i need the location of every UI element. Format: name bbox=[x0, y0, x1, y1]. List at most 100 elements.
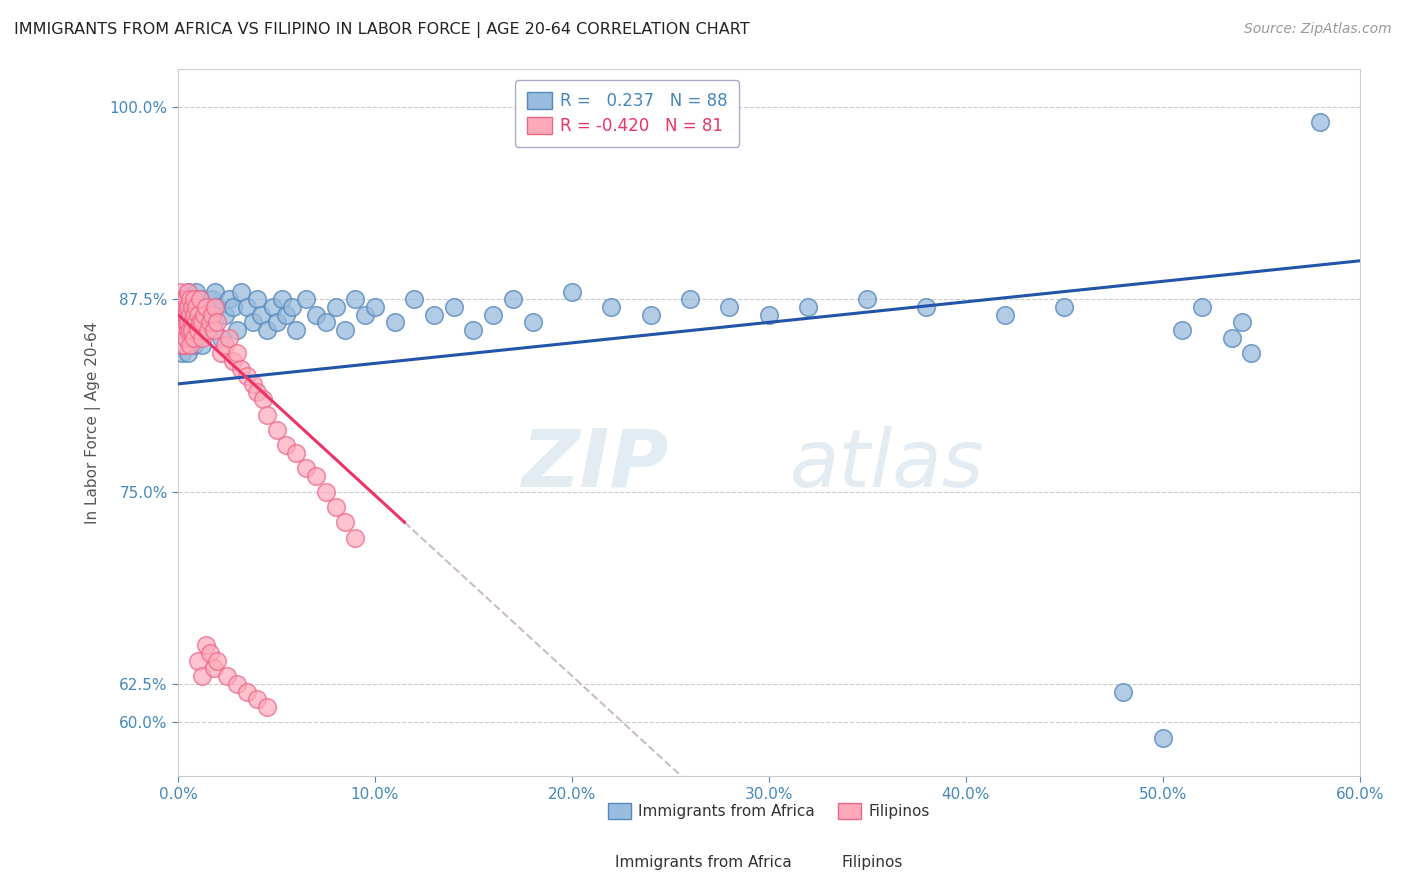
Point bbox=[463, 323, 485, 337]
Point bbox=[169, 300, 191, 314]
Point bbox=[204, 300, 226, 314]
Point bbox=[174, 293, 197, 307]
Point bbox=[242, 315, 264, 329]
Point bbox=[170, 308, 193, 322]
Point bbox=[187, 323, 209, 337]
Point bbox=[190, 331, 212, 345]
Point bbox=[179, 308, 201, 322]
Point bbox=[325, 300, 347, 314]
Point bbox=[173, 323, 195, 337]
Point bbox=[214, 308, 236, 322]
Point bbox=[252, 392, 274, 407]
Point bbox=[198, 315, 221, 329]
Point bbox=[256, 700, 278, 714]
Point bbox=[226, 323, 249, 337]
Point bbox=[1171, 323, 1194, 337]
Point bbox=[173, 300, 195, 314]
Point bbox=[194, 300, 217, 314]
Point bbox=[177, 308, 200, 322]
Point bbox=[183, 293, 205, 307]
Point bbox=[200, 293, 222, 307]
Point bbox=[229, 285, 252, 299]
Point bbox=[344, 293, 367, 307]
Point bbox=[180, 315, 202, 329]
Point bbox=[797, 300, 820, 314]
Point bbox=[173, 293, 195, 307]
Point bbox=[222, 353, 245, 368]
Text: Filipinos: Filipinos bbox=[841, 855, 903, 870]
Point bbox=[174, 293, 197, 307]
Point bbox=[246, 384, 269, 399]
Point bbox=[193, 315, 215, 329]
Point bbox=[226, 346, 249, 360]
Point bbox=[187, 654, 209, 668]
Point bbox=[188, 293, 211, 307]
Point bbox=[856, 293, 879, 307]
Point bbox=[236, 684, 259, 698]
Point bbox=[200, 308, 222, 322]
Point bbox=[246, 293, 269, 307]
Point bbox=[217, 669, 239, 683]
Point bbox=[218, 331, 240, 345]
Point bbox=[758, 308, 780, 322]
Point bbox=[276, 438, 298, 452]
Point bbox=[276, 308, 298, 322]
Text: Source: ZipAtlas.com: Source: ZipAtlas.com bbox=[1244, 22, 1392, 37]
Point bbox=[188, 293, 211, 307]
Legend: Immigrants from Africa, Filipinos: Immigrants from Africa, Filipinos bbox=[602, 797, 936, 825]
Point bbox=[179, 338, 201, 352]
Point bbox=[242, 376, 264, 391]
Point bbox=[443, 300, 465, 314]
Point bbox=[173, 300, 195, 314]
Point bbox=[179, 323, 201, 337]
Point bbox=[502, 293, 524, 307]
Point bbox=[177, 285, 200, 299]
Text: IMMIGRANTS FROM AFRICA VS FILIPINO IN LABOR FORCE | AGE 20-64 CORRELATION CHART: IMMIGRANTS FROM AFRICA VS FILIPINO IN LA… bbox=[14, 22, 749, 38]
Point bbox=[184, 300, 207, 314]
Point bbox=[522, 315, 544, 329]
Point bbox=[180, 300, 202, 314]
Point bbox=[281, 300, 304, 314]
Point bbox=[170, 293, 193, 307]
Point bbox=[177, 285, 200, 299]
Point bbox=[173, 308, 195, 322]
Point bbox=[187, 300, 209, 314]
Point bbox=[222, 300, 245, 314]
Point bbox=[184, 285, 207, 299]
Point bbox=[305, 469, 328, 483]
Point bbox=[190, 315, 212, 329]
Point bbox=[1309, 115, 1331, 129]
Point bbox=[174, 338, 197, 352]
Point bbox=[335, 323, 357, 337]
Point bbox=[194, 639, 217, 653]
Point bbox=[600, 300, 623, 314]
Point bbox=[246, 692, 269, 706]
Point bbox=[325, 500, 347, 514]
Point bbox=[229, 361, 252, 376]
Point bbox=[315, 315, 337, 329]
Point bbox=[179, 293, 201, 307]
Point bbox=[169, 285, 191, 299]
Point bbox=[180, 293, 202, 307]
Point bbox=[169, 323, 191, 337]
Point bbox=[305, 308, 328, 322]
Point bbox=[256, 323, 278, 337]
Point bbox=[190, 338, 212, 352]
Point bbox=[174, 331, 197, 345]
Point bbox=[209, 331, 232, 345]
Point bbox=[1112, 684, 1135, 698]
Point bbox=[915, 300, 938, 314]
Point bbox=[207, 654, 229, 668]
Point bbox=[226, 677, 249, 691]
Point bbox=[640, 308, 662, 322]
Point bbox=[173, 323, 195, 337]
Point bbox=[183, 315, 205, 329]
Point bbox=[207, 315, 229, 329]
Point bbox=[271, 293, 294, 307]
Point bbox=[170, 323, 193, 337]
Point bbox=[174, 308, 197, 322]
Point bbox=[266, 423, 288, 437]
Point bbox=[187, 331, 209, 345]
Point bbox=[197, 323, 219, 337]
Point bbox=[183, 308, 205, 322]
